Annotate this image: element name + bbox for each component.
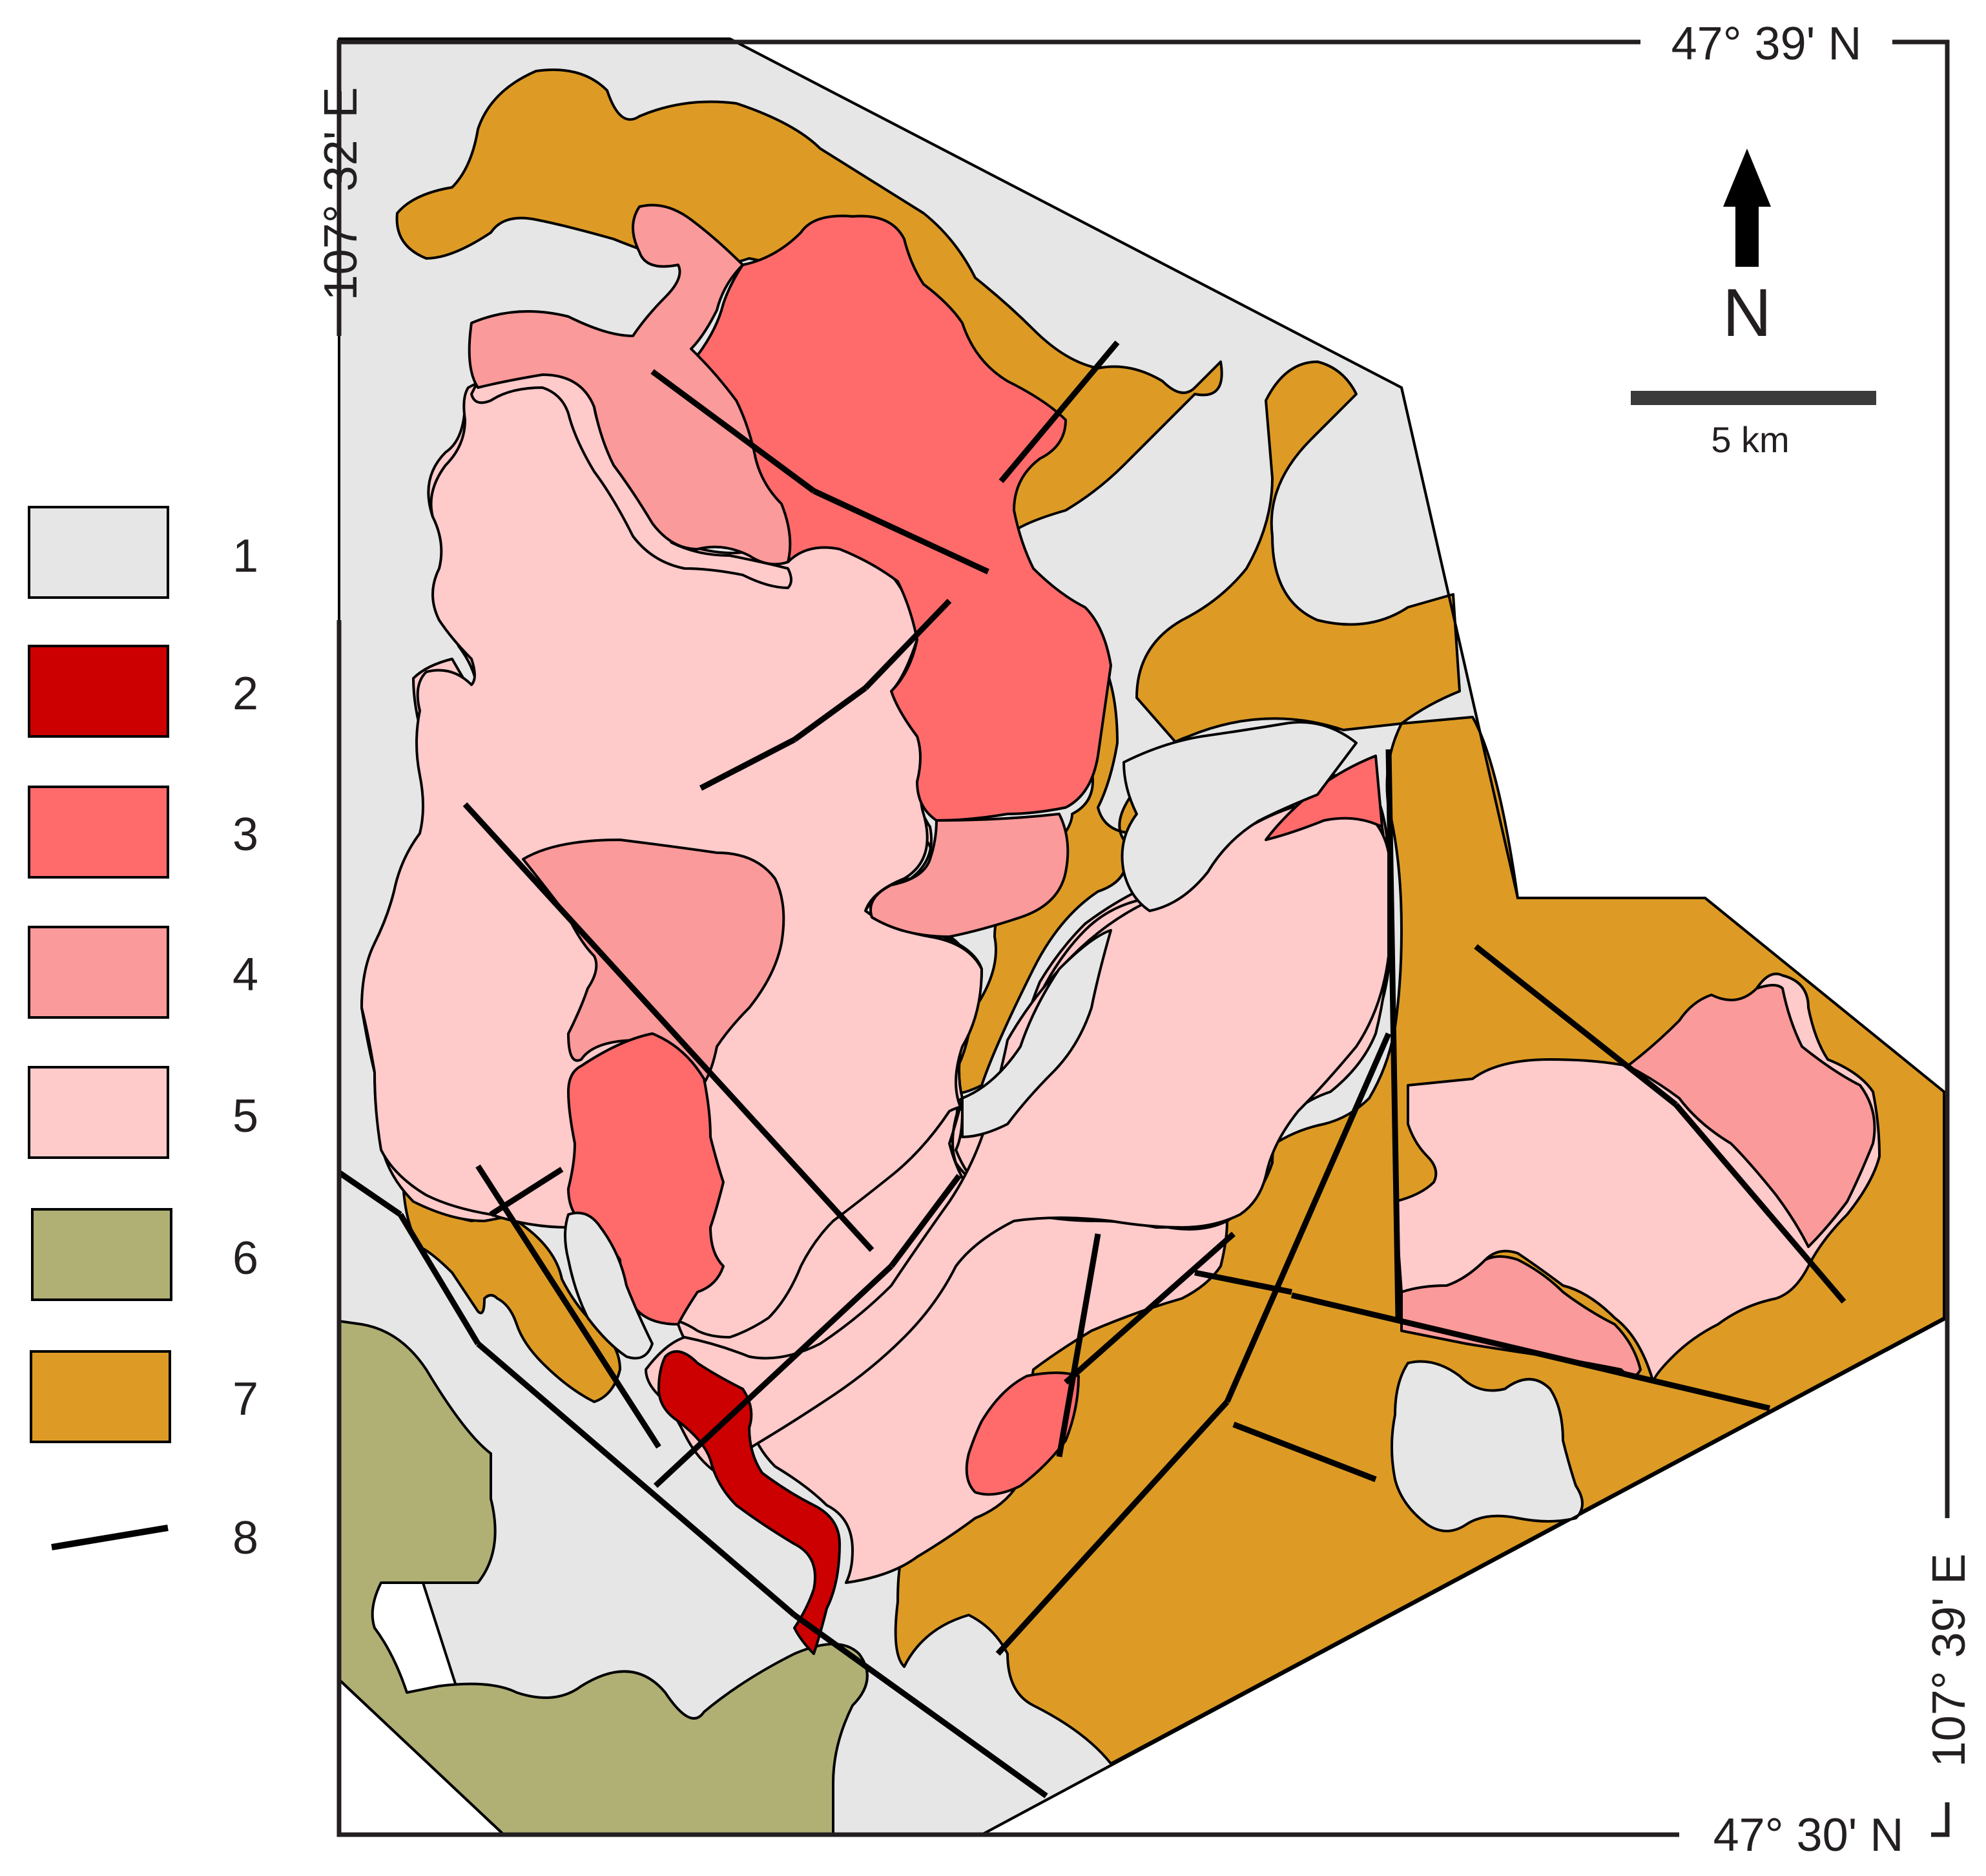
fault-line: [1064, 1231, 1236, 1385]
frame-top-right: [1892, 39, 1950, 1518]
fault-line: [1232, 1421, 1377, 1483]
coord-top-right: 47° 39' N: [1671, 18, 1862, 70]
unit-1-sw-hole: [564, 1211, 654, 1360]
fault-line: [462, 802, 874, 1253]
legend-item-3: 3: [28, 786, 258, 879]
map-area: [337, 37, 1948, 1836]
map-boundary: [338, 37, 1948, 1836]
legend-item-1: 1: [28, 506, 258, 599]
legend-item-4: 4: [28, 926, 258, 1019]
unit-2-south: [657, 1350, 841, 1655]
unit-4-east-lower: [1400, 1255, 1642, 1377]
fault-line: [792, 685, 867, 742]
legend-swatch-5: [28, 1066, 169, 1159]
fault-line: [475, 1164, 661, 1449]
legend-label-7: 7: [233, 1373, 258, 1425]
fault-line: [1474, 944, 1678, 1107]
fault-line: [398, 1213, 481, 1346]
unit-1-south-hole: [961, 929, 1112, 1138]
frame-bottom-right: [1931, 1802, 1950, 1837]
legend-fault-symbol: [51, 1525, 169, 1550]
legend-swatch-7: [30, 1350, 171, 1443]
legend-label-2: 2: [233, 668, 258, 720]
legend-swatch-1: [28, 506, 169, 599]
legend-label-5: 5: [233, 1090, 258, 1142]
north-arrow: N: [1722, 149, 1772, 351]
legend-swatch-3: [28, 786, 169, 879]
frame-top-left: [336, 39, 1640, 336]
legend-label-3: 3: [233, 809, 258, 860]
coord-right-bottom: 107° 39' E: [1923, 1554, 1975, 1767]
legend-label-1: 1: [233, 530, 258, 582]
unit-3-northeast-small: [1265, 755, 1383, 841]
fault-line: [998, 340, 1120, 483]
legend-item-2: 2: [28, 645, 258, 738]
fault-line: [792, 1612, 1048, 1798]
map-frame: 47° 39' N 47° 30' N 107° 32' E 107° 39' …: [315, 18, 1975, 1861]
north-label: N: [1722, 275, 1772, 351]
scale-bar: 5 km: [1631, 391, 1876, 460]
unit-3-north: [696, 214, 1112, 822]
fault-line: [650, 369, 816, 494]
fault-line: [1224, 1032, 1392, 1403]
fault-line: [653, 1264, 894, 1488]
unit-3-central: [567, 1032, 725, 1326]
fault-line: [1673, 1103, 1846, 1304]
legend-swatch-4: [28, 926, 169, 1019]
faults: [337, 340, 1846, 1798]
unit-5-central: [645, 803, 1391, 1474]
legend-swatch-2: [28, 645, 169, 738]
north-arrow-icon: [1723, 149, 1771, 267]
fault-line: [337, 1170, 402, 1217]
fault-line: [476, 1341, 796, 1618]
coord-left-top: 107° 32' E: [315, 87, 367, 301]
fault-line: [863, 598, 952, 691]
unit-1-center-hole: [1121, 721, 1358, 912]
unit-4-east-upper: [1626, 984, 1876, 1248]
scale-bar-label: 5 km: [1711, 419, 1789, 460]
fault-line: [489, 1167, 564, 1217]
fault-line: [812, 488, 989, 575]
frame-bottom-left: [336, 620, 1679, 1837]
legend-label-6: 6: [233, 1233, 258, 1284]
legend-item-7: 7: [30, 1350, 258, 1443]
fault-line: [889, 1174, 962, 1268]
legend-swatch-6: [31, 1208, 172, 1301]
fault-line: [1385, 749, 1402, 1318]
legend: 1 2 3 4 5 6 7 8: [28, 506, 258, 1564]
unit-6-olive: [338, 1320, 869, 1836]
fault-line: [699, 737, 796, 791]
legend-item-5: 5: [28, 1066, 258, 1159]
fault-line: [1194, 1269, 1292, 1295]
legend-label-4: 4: [233, 949, 258, 1001]
fault-line: [995, 1399, 1230, 1656]
legend-item-6: 6: [31, 1208, 258, 1301]
fault-line: [1290, 1292, 1771, 1412]
coord-bottom-right: 47° 30' N: [1713, 1809, 1904, 1861]
unit-4-central: [522, 839, 785, 1093]
unit-7-west: [402, 1191, 621, 1403]
legend-item-8: 8: [51, 1512, 258, 1564]
fault-line: [1056, 1233, 1101, 1457]
scale-bar-line: [1631, 391, 1876, 405]
unit-4-north-lower: [869, 813, 1070, 938]
legend-label-8: 8: [233, 1512, 258, 1564]
